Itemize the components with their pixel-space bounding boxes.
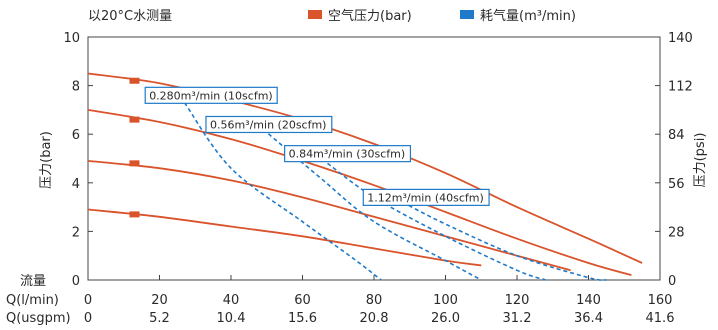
- x-axis-1-tick-label: 20: [151, 293, 168, 308]
- x-axis-1-tick-label: 80: [366, 293, 383, 308]
- blue-square-icon: [460, 10, 474, 19]
- x-axis-2-label: Q(usgpm): [6, 311, 71, 326]
- y-right-tick-label: 140: [668, 31, 693, 46]
- air-consumption-labels: 0.280m³/min (10scfm) 0.56m³/min (20scfm) 0…: [144, 86, 490, 206]
- x-axis-2-tick-label: 20.8: [360, 311, 389, 326]
- pressure-curve-3: [87, 160, 571, 272]
- y-left-axis-label: 压力(bar): [39, 131, 54, 189]
- pressure-marker-2: [129, 116, 140, 123]
- y-left-tick-label: 8: [72, 80, 80, 95]
- pressure-marker-3: [129, 160, 140, 167]
- x-axis-1-tick-label: 40: [223, 293, 240, 308]
- air-curve-4: [402, 201, 607, 281]
- x-axis-2-tick-label: 0: [84, 311, 92, 326]
- y-left-tick-label: 4: [72, 177, 80, 192]
- air-label-3: 0.84m³/min (30scfm): [289, 148, 406, 161]
- y-right-ticks: 0 28 56 84 112 140: [655, 31, 693, 289]
- x-axis-1-tick-label: 0: [84, 293, 92, 308]
- y-right-axis-label: 压力(psi): [693, 133, 708, 188]
- test-condition-text: 以20°C水测量: [88, 9, 172, 24]
- pressure-marker-4: [129, 211, 140, 218]
- x-axis-2-tick-label: 26.0: [431, 311, 460, 326]
- y-right-tick-label: 112: [668, 80, 693, 95]
- legend-air-consumption: 耗气量(m³/min): [480, 8, 576, 24]
- x-axis-2-ticks: 0 5.2 10.4 15.6 20.8 26.0 31.2 36.4 41.6: [84, 311, 675, 326]
- legend-air-pressure: 空气压力(bar): [328, 8, 412, 24]
- x-axis-1-tick-label: 120: [505, 293, 530, 308]
- x-axis-2-tick-label: 5.2: [149, 311, 170, 326]
- x-axis-2-tick-label: 31.2: [503, 311, 532, 326]
- x-axis-2-tick-label: 10.4: [217, 311, 246, 326]
- y-right-tick-label: 84: [668, 128, 685, 143]
- pressure-curves: [87, 72, 643, 276]
- y-right-tick-label: 28: [668, 225, 685, 240]
- x-axis-1-tick-label: 160: [648, 293, 673, 308]
- x-axis-1-tick-label: 60: [294, 293, 311, 308]
- air-label-box-3: [284, 145, 412, 163]
- x-axis-1-tick-label: 140: [576, 293, 601, 308]
- pressure-marker-1: [129, 77, 140, 84]
- x-flow-label: 流量: [20, 274, 46, 289]
- pressure-curve-2: [87, 109, 632, 276]
- air-consumption-curves: [183, 102, 607, 281]
- air-label-box-4: [362, 188, 490, 206]
- y-left-tick-label: 0: [72, 274, 80, 289]
- air-label-4: 1.12m³/min (40scfm): [367, 191, 484, 204]
- air-curve-2: [262, 128, 482, 281]
- orange-square-icon: [308, 10, 322, 19]
- y-right-tick-label: 0: [668, 274, 676, 289]
- air-label-2: 0.56m³/min (20scfm): [210, 118, 327, 131]
- x-axis-2-tick-label: 15.6: [288, 311, 317, 326]
- x-axis-2-tick-label: 36.4: [574, 311, 603, 326]
- x-axis-1-label: Q(l/min): [6, 293, 59, 308]
- x-axis-2-tick-label: 41.6: [646, 311, 675, 326]
- air-label-box-1: [144, 86, 278, 104]
- y-left-ticks: 0 2 4 6 8 10: [63, 31, 93, 289]
- air-label-box-2: [205, 115, 333, 134]
- air-label-1: 0.280m³/min (10scfm): [149, 89, 273, 102]
- x-axis-1-tick-label: 100: [433, 293, 458, 308]
- y-left-tick-label: 10: [63, 31, 80, 46]
- x-axis-1-ticks: 0 20 40 60 80 100 120 140 160: [84, 275, 673, 308]
- y-right-tick-label: 56: [668, 177, 685, 192]
- y-left-tick-label: 6: [72, 128, 80, 143]
- y-left-tick-label: 2: [72, 225, 80, 240]
